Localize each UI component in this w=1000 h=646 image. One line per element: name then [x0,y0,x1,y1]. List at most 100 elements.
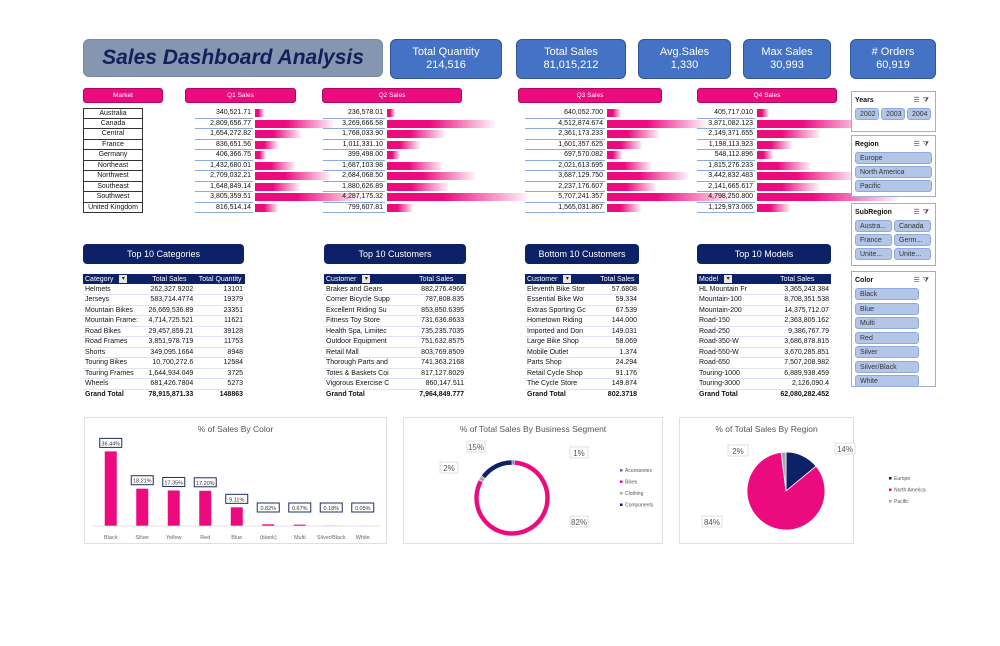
row-label: Road-350-W [697,336,764,348]
grand-total-label: Grand Total [525,388,596,400]
sales-value: 548,112.896 [697,150,755,161]
slicer-item[interactable]: France [855,234,892,246]
grand-total-label: Grand Total [83,388,144,400]
filter-dropdown-icon[interactable]: ▾ [724,275,733,283]
slicer-item[interactable]: Europe [855,152,932,164]
slicer-item[interactable]: Silver/Black [855,360,919,373]
cell-value: 19379 [195,294,245,306]
cell-value: 67.539 [595,305,639,316]
column-header-label: Model [699,275,719,283]
slicer-item[interactable]: Canada [894,220,931,232]
row-label: Vigorous Exercise C [324,378,407,390]
slicer-item[interactable]: Germ... [894,234,931,246]
multi-select-icon[interactable]: ☰ [913,141,923,148]
sales-value: 3,442,832.483 [697,171,755,182]
kpi-orders: # Orders 60,919 [850,39,936,79]
region-slicer: Region ☰⧩ Europe North America Pacific [851,135,936,197]
table-row: Corner Bicycle Supp 787,808.835 [324,294,466,306]
slicer-item[interactable]: Pacific [855,180,932,192]
market-cell: Northeast [83,160,143,171]
multi-select-icon[interactable]: ☰ [913,277,923,284]
row-label: The Cycle Store [525,378,596,390]
multi-select-icon[interactable]: ☰ [913,97,923,104]
slicer-item[interactable]: Blue [855,302,919,315]
cell-value: 8,708,351.538 [763,294,831,306]
kpi-value: 214,516 [426,59,466,71]
cell-value: 26,669,536.89 [143,305,196,316]
slicer-item[interactable]: North America [855,166,932,178]
quarter-sales-row: 3,269,666.58 [323,119,527,129]
cell-value: 5273 [195,378,245,390]
slicer-item[interactable]: Unite... [894,248,931,260]
sales-value: 1,768,033.90 [323,129,385,140]
slicer-item[interactable]: Black [855,288,919,300]
row-label: Health Spa, Limitec [324,326,407,337]
column-header[interactable]: Category ▾ [83,274,144,284]
clear-filter-icon[interactable]: ⧩ [922,141,932,148]
cell-value: 59.334 [595,294,639,306]
data-label-box [466,440,486,453]
slicer-item[interactable]: White [855,375,919,387]
quarter-sales-row: 5,707,241.357 [525,192,732,203]
table-row: The Cycle Store 149.874 [525,378,639,390]
cell-value: 4,714,725.521 [143,315,196,327]
row-label: Road-150 [697,315,764,327]
filter-dropdown-icon[interactable]: ▾ [119,275,128,283]
quarter-sales-row: 3,805,359.51 [195,192,360,203]
x-tick-label: Silver [135,535,149,541]
column-header-label: Total Sales [419,275,454,283]
legend-label: Bikes [625,480,638,486]
bar [230,507,243,526]
clear-filter-icon[interactable]: ⧩ [922,97,932,104]
slicer-item[interactable]: Silver [855,346,919,358]
slicer-item[interactable]: Multi [855,317,919,329]
filter-dropdown-icon[interactable]: ▾ [563,275,572,283]
row-label: Touring-3000 [697,378,764,390]
slicer-item[interactable]: 2002 [855,108,879,120]
slicer-item[interactable]: Austra... [855,220,892,232]
slicer-icons: ☰⧩ [913,96,932,105]
cell-value: 803,769.8509 [406,347,466,358]
slicer-item[interactable]: 2004 [907,108,931,120]
slicer-item[interactable]: Unite... [855,248,892,260]
quarter-sales-row: 799,607.81 [323,203,527,213]
kpi-label: Total Quantity [412,46,480,58]
multi-select-icon[interactable]: ☰ [913,209,923,216]
kpi-avg-sales: Avg.Sales 1,330 [638,39,731,79]
cell-value: 39128 [195,326,245,337]
row-label: Road Bikes [83,326,144,337]
clear-filter-icon[interactable]: ⧩ [922,209,932,216]
market-cell: Southwest [83,192,143,203]
subregion-slicer: SubRegion ☰⧩ Austra... Canada France Germ... U… [851,203,936,266]
cell-value: 91.176 [595,368,639,379]
quarter-sales-row: 1,648,849.14 [195,182,360,192]
slicer-header: Region ☰⧩ [855,139,932,150]
slicer-items: Europe North America Pacific [855,152,932,192]
sales-by-color-chart: % of Sales By Color 36.44% Black 18.21% Sil… [84,417,387,544]
x-tick-label: Silver/Black [317,535,346,541]
top-customers-table: Customer ▾ Total Sales Brakes and Gears 882,… [324,274,466,400]
quarter-sales-row: 548,112.896 [697,150,897,161]
slicer-item[interactable]: 2003 [881,108,905,120]
table-row: Mobile Outlet 1.374 [525,347,639,358]
column-header[interactable]: Customer ▾ [324,274,407,284]
slicer-item[interactable]: Red [855,331,919,344]
clear-filter-icon[interactable]: ⧩ [922,277,932,284]
sales-value: 3,805,359.51 [195,192,253,203]
column-header[interactable]: Customer ▾ [525,274,596,284]
filter-dropdown-icon[interactable]: ▾ [362,275,371,283]
table-row: Hometown Riding 144.000 [525,315,639,327]
data-bar [757,193,897,202]
grand-total-row: Grand Total 802.3718 [525,388,639,400]
sales-value: 1,198,113.923 [697,140,755,150]
row-label: Thorough Parts and [324,357,407,369]
data-bar [255,109,265,118]
bar [167,490,180,526]
slicer-items: Austra... Canada France Germ... Unite... Unit… [855,220,932,260]
legend-label: Pacific [894,499,909,505]
slicer-title: Years [855,97,874,104]
column-header[interactable]: Model ▾ [697,274,764,284]
data-bar [387,151,401,160]
column-header-label: Total Sales [152,275,187,283]
data-label: 36.44% [101,441,120,447]
